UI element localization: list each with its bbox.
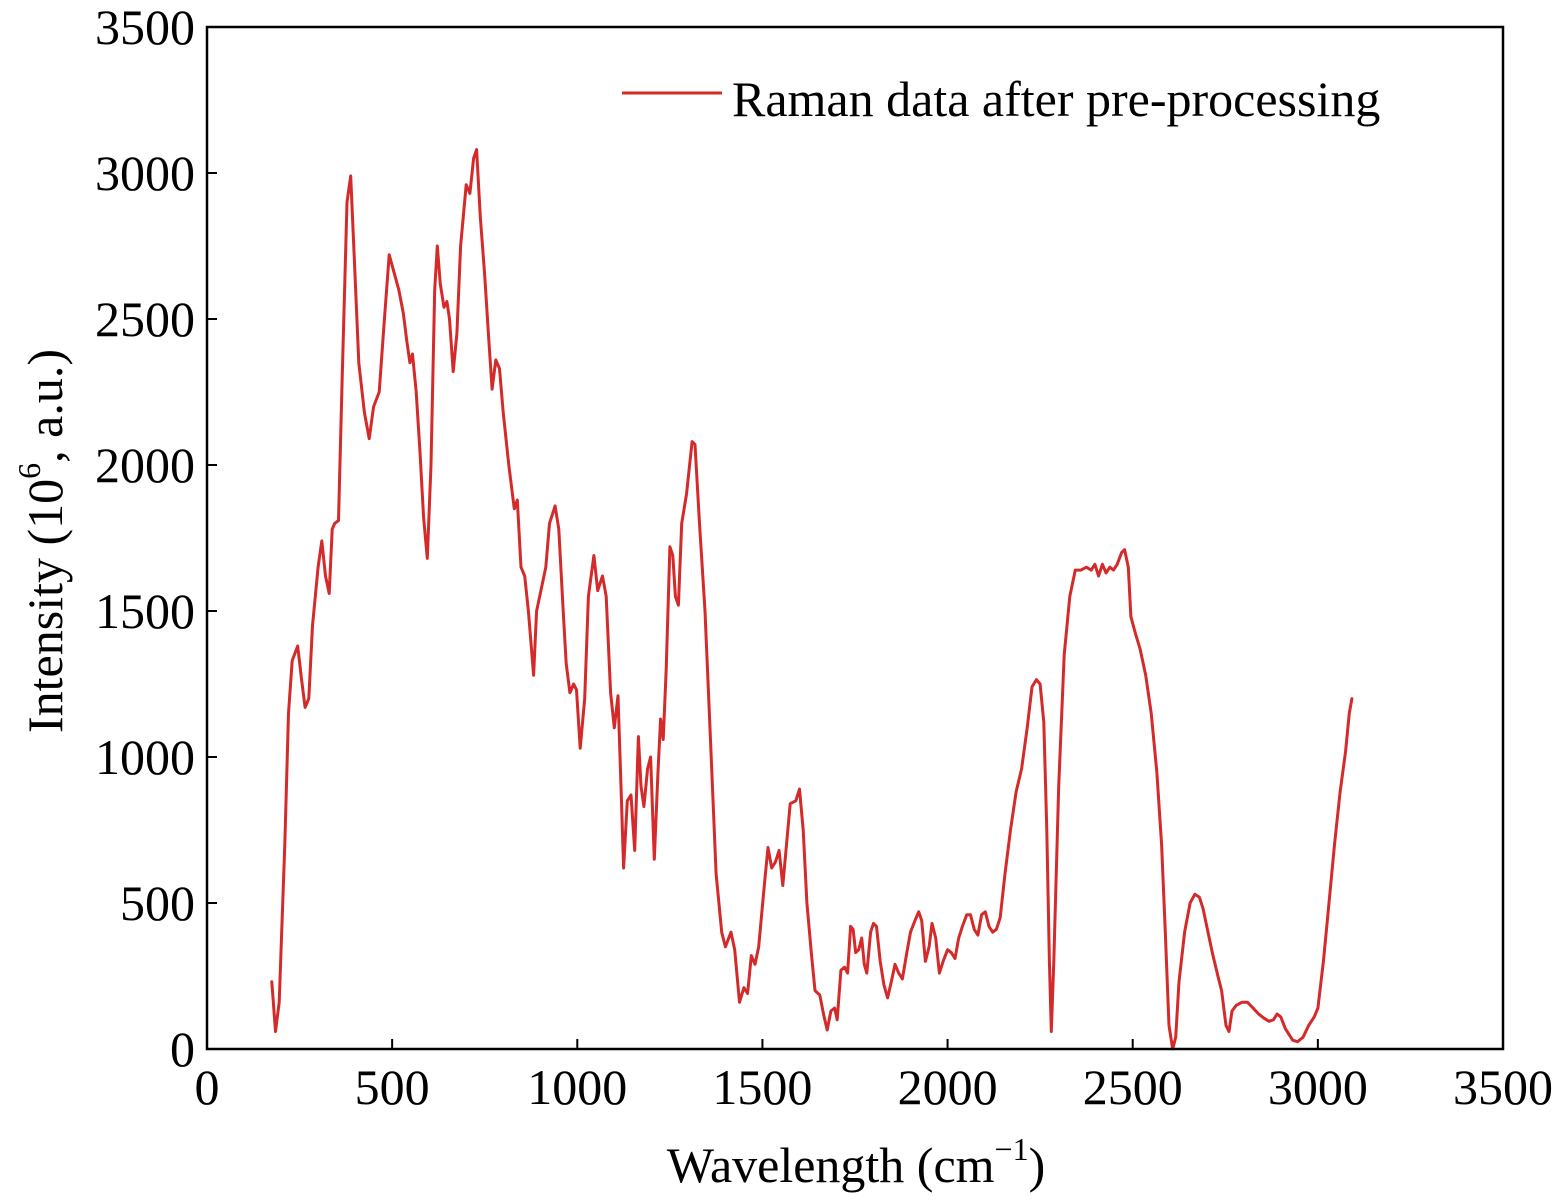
legend: Raman data after pre-processing [622,71,1380,127]
x-tick-label: 2000 [898,1059,998,1115]
x-tick-label: 0 [195,1059,220,1115]
y-tick-label: 3500 [95,0,195,55]
y-tick-label: 1000 [95,729,195,785]
y-tick-label: 500 [120,875,195,931]
plot-area [270,148,1354,1051]
x-tick-label: 3000 [1268,1059,1368,1115]
axes-frame [205,25,1505,1051]
x-tick-label: 1000 [527,1059,627,1115]
x-tick-label: 2500 [1083,1059,1183,1115]
legend-label: Raman data after pre-processing [732,71,1380,127]
y-tick-label: 1500 [95,583,195,639]
x-axis-title: Wavelength (cm−1) [667,1131,1046,1193]
axis-ticks: 0 500 1000 1500 2000 2500 3000 3500 0 500 1000 1500… [95,0,1553,1115]
y-tick-label: 3000 [95,145,195,201]
y-axis-title: Intensity (106, a.u.) [11,349,73,733]
x-tick-label: 500 [355,1059,430,1115]
x-tick-label: 3500 [1453,1059,1553,1115]
x-tick-label: 1500 [712,1059,812,1115]
y-tick-label: 2000 [95,437,195,493]
y-tick-label: 0 [170,1021,195,1077]
series-line-0 [270,148,1354,1051]
y-tick-label: 2500 [95,291,195,347]
